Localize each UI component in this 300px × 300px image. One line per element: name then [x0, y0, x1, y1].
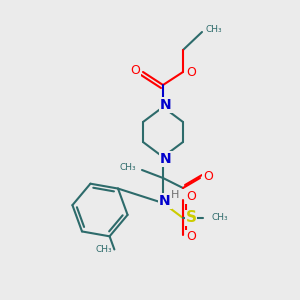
- Text: O: O: [186, 190, 196, 203]
- Text: S: S: [185, 211, 197, 226]
- Text: CH₃: CH₃: [211, 214, 228, 223]
- Text: O: O: [203, 169, 213, 182]
- Text: CH₃: CH₃: [205, 26, 222, 34]
- Text: CH₃: CH₃: [119, 164, 136, 172]
- Text: N: N: [159, 194, 171, 208]
- Text: H: H: [171, 190, 179, 200]
- Text: O: O: [186, 65, 196, 79]
- Text: O: O: [186, 230, 196, 244]
- Text: O: O: [130, 64, 140, 76]
- Text: N: N: [160, 152, 172, 166]
- Text: CH₃: CH₃: [96, 245, 112, 254]
- Text: N: N: [160, 98, 172, 112]
